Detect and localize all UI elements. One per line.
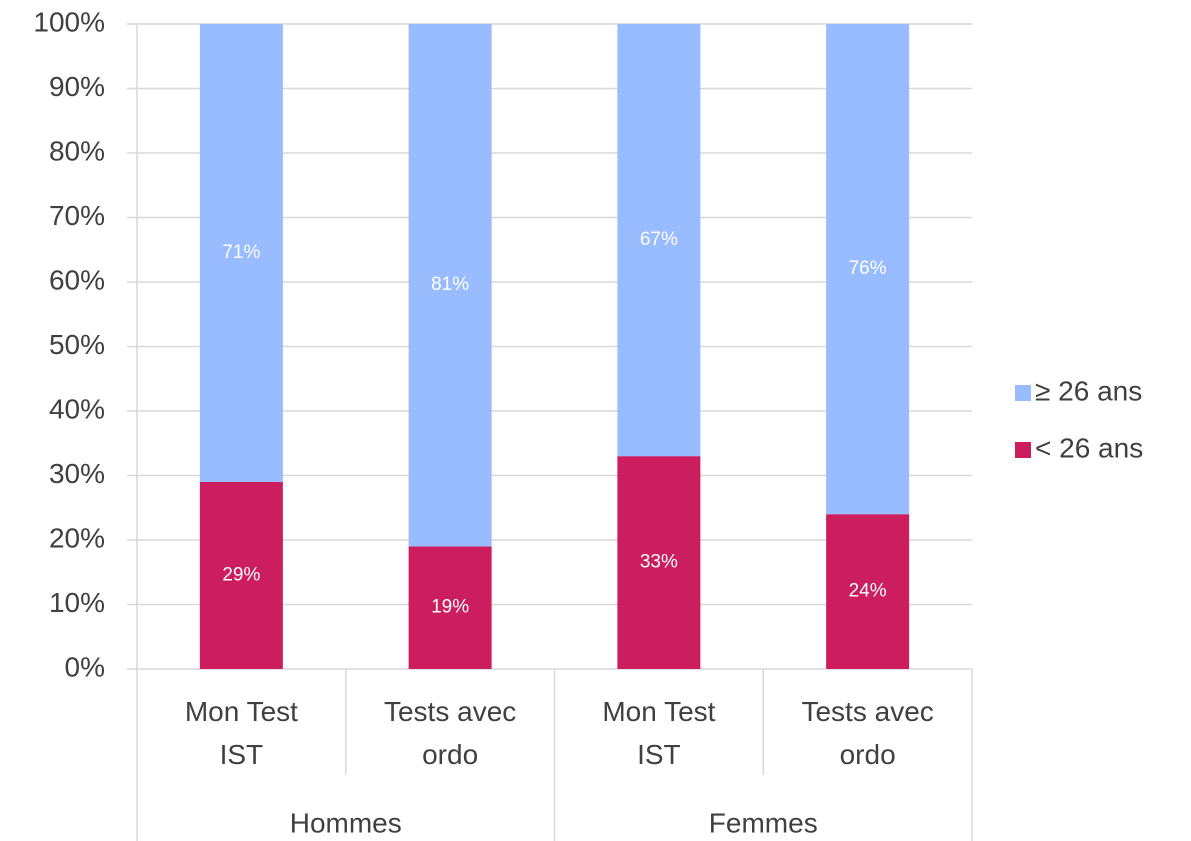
y-tick-label: 70% [49, 200, 105, 231]
group-label: Hommes [290, 807, 402, 838]
y-tick-label: 20% [49, 522, 105, 553]
y-tick-label: 40% [49, 393, 105, 424]
legend-label: < 26 ans [1035, 432, 1143, 463]
legend-label: ≥ 26 ans [1035, 375, 1142, 406]
data-label: 24% [849, 581, 887, 602]
data-label: 33% [640, 552, 678, 573]
bar-segment [199, 481, 283, 669]
data-label: 67% [640, 229, 678, 250]
bar-segment [408, 546, 492, 669]
bar-segment [826, 514, 910, 669]
bar-segment [826, 24, 910, 515]
data-label: 29% [222, 564, 260, 585]
data-label: 76% [849, 258, 887, 279]
y-tick-label: 90% [49, 71, 105, 102]
x-tick-label: Mon Test IST [184, 696, 298, 770]
bar-segment [408, 24, 492, 547]
x-tick-label: Tests avec ordo [383, 696, 517, 770]
data-label: 19% [431, 597, 469, 618]
bar-segment [617, 456, 701, 669]
y-tick-label: 60% [49, 264, 105, 295]
y-tick-label: 50% [49, 329, 105, 360]
legend-swatch [1015, 442, 1031, 458]
y-tick-label: 0% [65, 651, 105, 682]
legend-swatch [1015, 385, 1031, 401]
data-label: 71% [222, 242, 260, 263]
y-tick-label: 80% [49, 135, 105, 166]
y-tick-label: 30% [49, 458, 105, 489]
x-tick-label: Mon Test IST [602, 696, 716, 770]
group-label: Femmes [709, 807, 818, 838]
x-tick-label: Tests avec ordo [801, 696, 934, 770]
y-tick-label: 100% [33, 6, 105, 37]
bar-segment [199, 24, 283, 482]
y-tick-label: 10% [49, 587, 105, 618]
bar-segment [617, 24, 701, 457]
data-label: 81% [431, 274, 469, 295]
